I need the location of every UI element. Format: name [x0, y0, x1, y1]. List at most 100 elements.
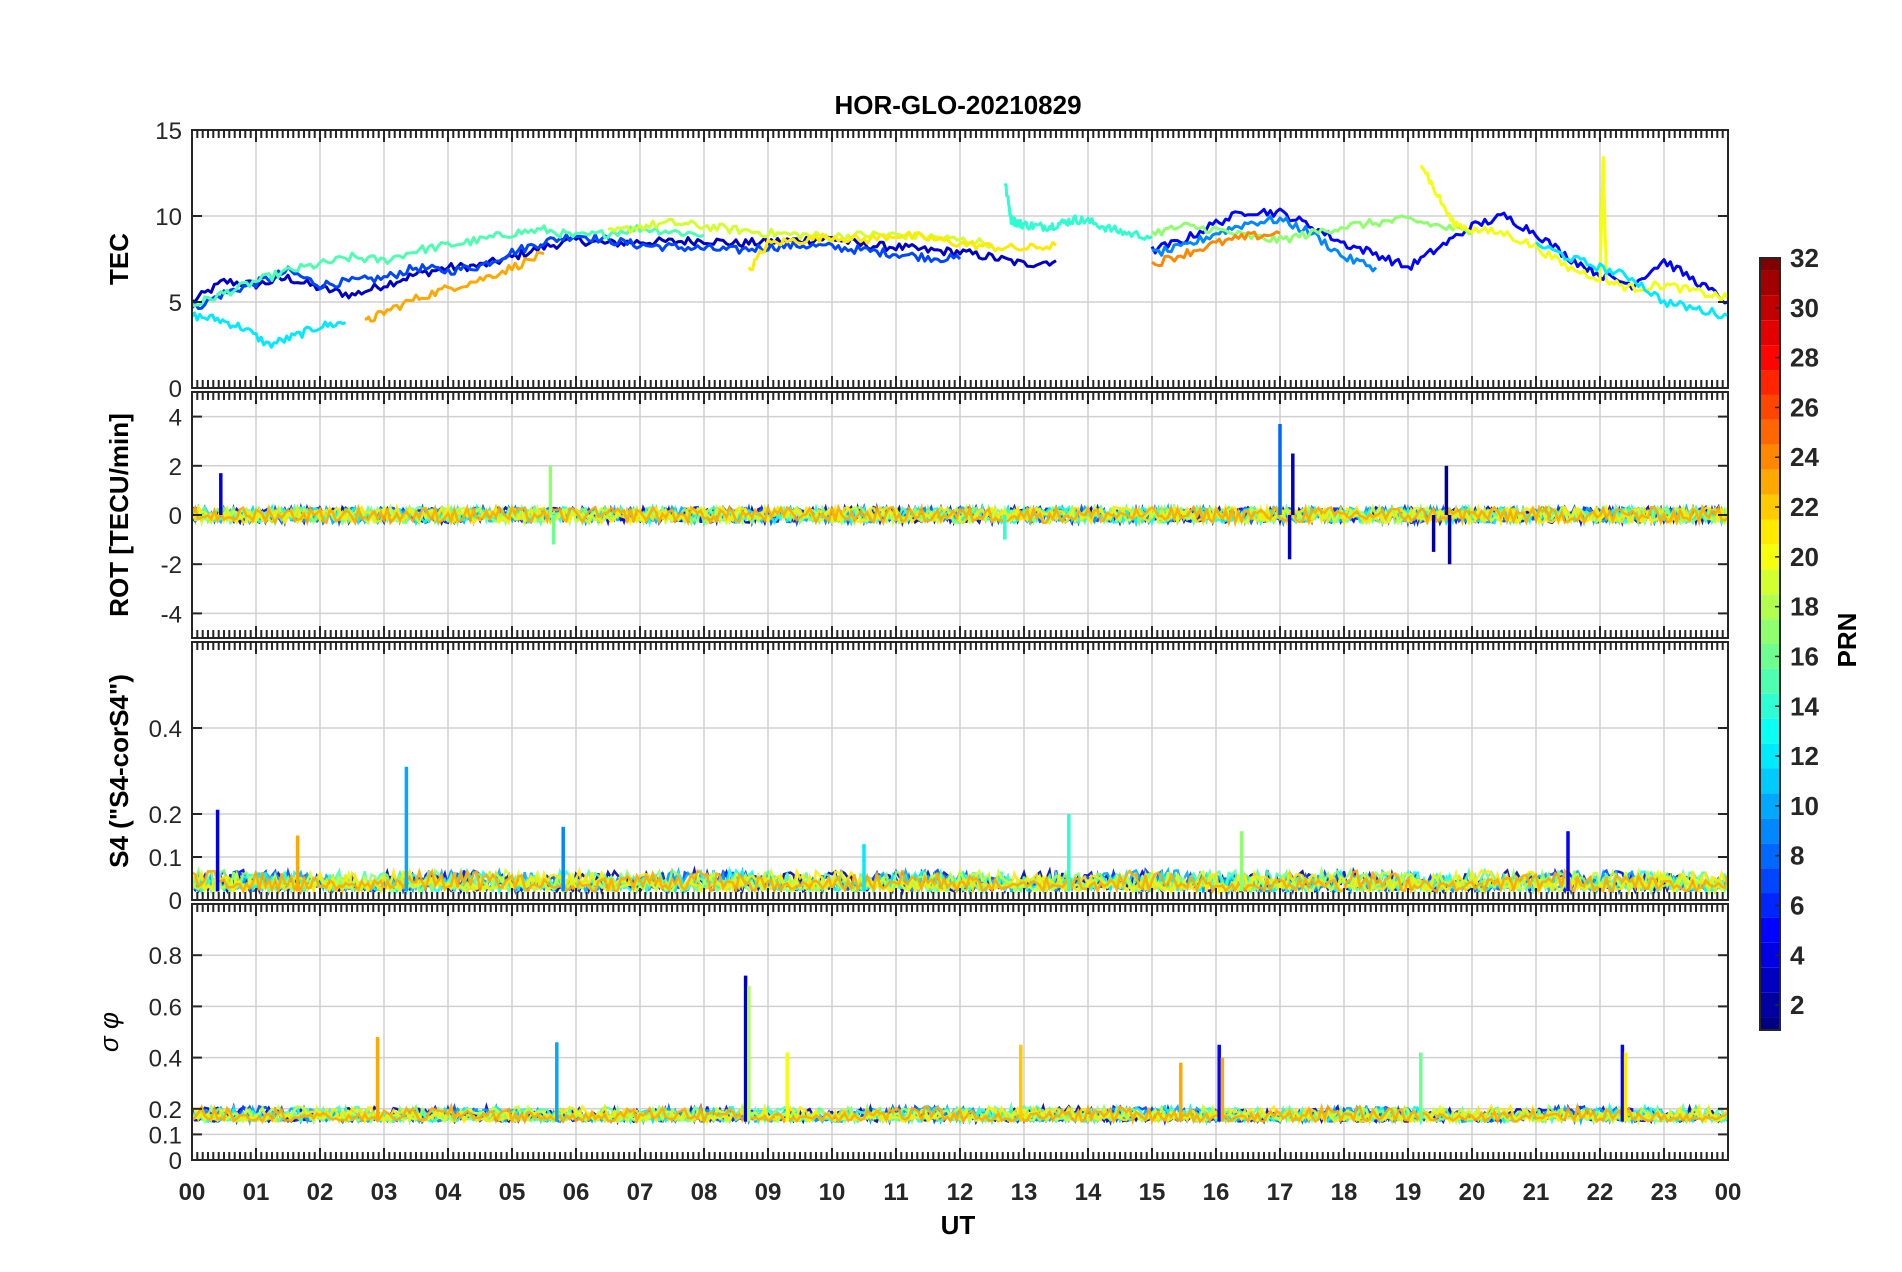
panel-s4-y-ticks: 0 0.1 0.2 0.4	[149, 716, 1728, 915]
tec-series-prn-5	[1150, 207, 1729, 305]
panel-sigma_phi: 00.10.2 0.4 0.6 0.8 σ φ	[94, 903, 1730, 1175]
y-tick-label: 0.2	[149, 1097, 182, 1124]
panel-tec-y-ticks: 0 5 10 15	[155, 118, 1728, 403]
panel-rot: -4 -2 0 2 4 ROT [TECU/min]	[104, 391, 1730, 639]
colorbar-tick-label: 20	[1790, 542, 1819, 572]
colorbar-swatch-prn-15	[1760, 668, 1780, 694]
x-tick-label: 07	[627, 1179, 654, 1206]
x-tick-label: 10	[819, 1179, 846, 1206]
x-tick-label: 00	[179, 1179, 206, 1206]
minor-tick-marks	[191, 130, 1729, 388]
tec-series-prn-14	[1003, 182, 1153, 241]
colorbar-swatch-prn-1	[1760, 1017, 1780, 1030]
colorbar-swatch-prn-28	[1760, 345, 1780, 371]
tec-series-prn-9	[1152, 215, 1378, 273]
colorbar-tick-label: 10	[1790, 791, 1819, 821]
colorbar-swatch-prn-25	[1760, 419, 1780, 445]
colorbar-tick-label: 14	[1790, 691, 1819, 721]
panel-sigma_phi-data	[190, 975, 1730, 1127]
tec-series-prn-21	[747, 231, 1057, 272]
colorbar-swatch-prn-7	[1760, 868, 1780, 894]
x-tick-label: 16	[1203, 1179, 1230, 1206]
y-tick-label: 0	[169, 503, 182, 530]
tec-series-prn-20	[1419, 155, 1730, 302]
panel-s4: 0 0.1 0.2 0.4 S4 ("S4-corS4")	[104, 641, 1730, 915]
tec-series-prn-23	[364, 250, 545, 323]
y-tick-label: 4	[169, 405, 182, 432]
y-tick-label: 10	[155, 204, 182, 231]
colorbar-swatch-prn-10	[1760, 793, 1780, 819]
minor-tick-marks	[191, 642, 1729, 900]
colorbar-swatch-prn-2	[1760, 992, 1780, 1018]
colorbar-tick-label: 26	[1790, 392, 1819, 422]
y-tick-label: 15	[155, 118, 182, 145]
x-tick-label: 22	[1587, 1179, 1614, 1206]
colorbar-tick-label: 18	[1790, 592, 1819, 622]
colorbar-swatch-prn-14	[1760, 693, 1780, 719]
tec-series-prn-7	[190, 233, 962, 310]
colorbar-tick-label: 6	[1790, 890, 1804, 920]
x-tick-label: 13	[1011, 1179, 1038, 1206]
chart-title: HOR-GLO-20210829	[834, 90, 1081, 120]
panel-rot-data	[190, 423, 1730, 565]
panel-rot-minor-ticks	[191, 392, 1729, 638]
x-axis: 00 01 02 03 04 05 06 07 08 09 10 11 12 13 14 15 16 17 18 19…	[179, 1179, 1742, 1206]
y-tick-label: 0	[169, 888, 182, 915]
x-tick-label: 08	[691, 1179, 718, 1206]
y-tick-label: 0	[169, 376, 182, 403]
sigma_phi-trace-prn-23	[191, 1102, 1729, 1126]
colorbar-label: PRN	[1832, 613, 1862, 668]
panel-tec-minor-ticks	[191, 130, 1729, 388]
colorbar-tick-label: 30	[1790, 293, 1819, 323]
colorbar-swatch-prn-27	[1760, 370, 1780, 395]
colorbar-swatch-prn-5	[1760, 917, 1780, 943]
x-axis-label: UT	[941, 1210, 976, 1240]
colorbar-swatch-prn-23	[1760, 469, 1780, 495]
colorbar-swatch-prn-13	[1760, 718, 1780, 744]
tec-series-prn-17	[1150, 214, 1473, 244]
colorbar-swatch-prn-26	[1760, 394, 1780, 420]
colorbar-swatch-prn-22	[1760, 494, 1780, 520]
panel-tec-data	[190, 155, 1730, 349]
tec-series-prn-24	[1151, 230, 1281, 267]
rot-trace-prn-21	[190, 502, 1730, 528]
y-tick-label: 0.1	[149, 1122, 182, 1149]
colorbar-swatch-prn-30	[1760, 295, 1780, 321]
colorbar-swatch-prn-8	[1760, 843, 1780, 869]
x-tick-label: 15	[1139, 1179, 1166, 1206]
y-tick-label: 0.2	[149, 802, 182, 829]
tec-series-prn-12	[190, 311, 347, 349]
x-tick-label: 04	[435, 1179, 462, 1206]
y-tick-label: 0.1	[149, 845, 182, 872]
colorbar-tick-label: 4	[1790, 940, 1805, 970]
colorbar-swatch-prn-16	[1760, 644, 1780, 669]
colorbar-tick-label: 2	[1790, 990, 1804, 1020]
s4-trace-prn-23	[191, 867, 1730, 896]
panel-sigma_phi-y-label: σ φ	[94, 1012, 124, 1052]
panel-tec-y-label: TEC	[104, 233, 134, 285]
panel-sigma_phi-y-ticks: 00.10.2 0.4 0.6 0.8	[149, 943, 1728, 1175]
x-tick-label: 01	[243, 1179, 270, 1206]
colorbar-swatch-prn-6	[1760, 893, 1780, 918]
colorbar-tick-label: 12	[1790, 741, 1819, 771]
colorbar-swatch-prn-3	[1760, 967, 1780, 993]
y-tick-label: 5	[169, 290, 182, 317]
y-tick-label: -4	[161, 601, 182, 628]
x-tick-label: 17	[1267, 1179, 1294, 1206]
colorbar-swatch-prn-4	[1760, 942, 1780, 968]
colorbar-swatch-prn-19	[1760, 569, 1780, 595]
tec-series-prn-19	[607, 218, 994, 249]
colorbar-swatch-prn-11	[1760, 768, 1780, 794]
y-tick-label: 2	[169, 454, 182, 481]
colorbar-tick-label: 16	[1790, 641, 1819, 671]
tec-series-prn-12	[1535, 241, 1729, 320]
colorbar-swatch-prn-9	[1760, 818, 1780, 844]
panel-s4-y-label: S4 ("S4-corS4")	[104, 674, 134, 868]
colorbar-tick-label: 32	[1790, 243, 1819, 273]
colorbar-tick-label: 28	[1790, 343, 1819, 373]
x-tick-label: 20	[1459, 1179, 1486, 1206]
x-tick-label: 00	[1715, 1179, 1742, 1206]
